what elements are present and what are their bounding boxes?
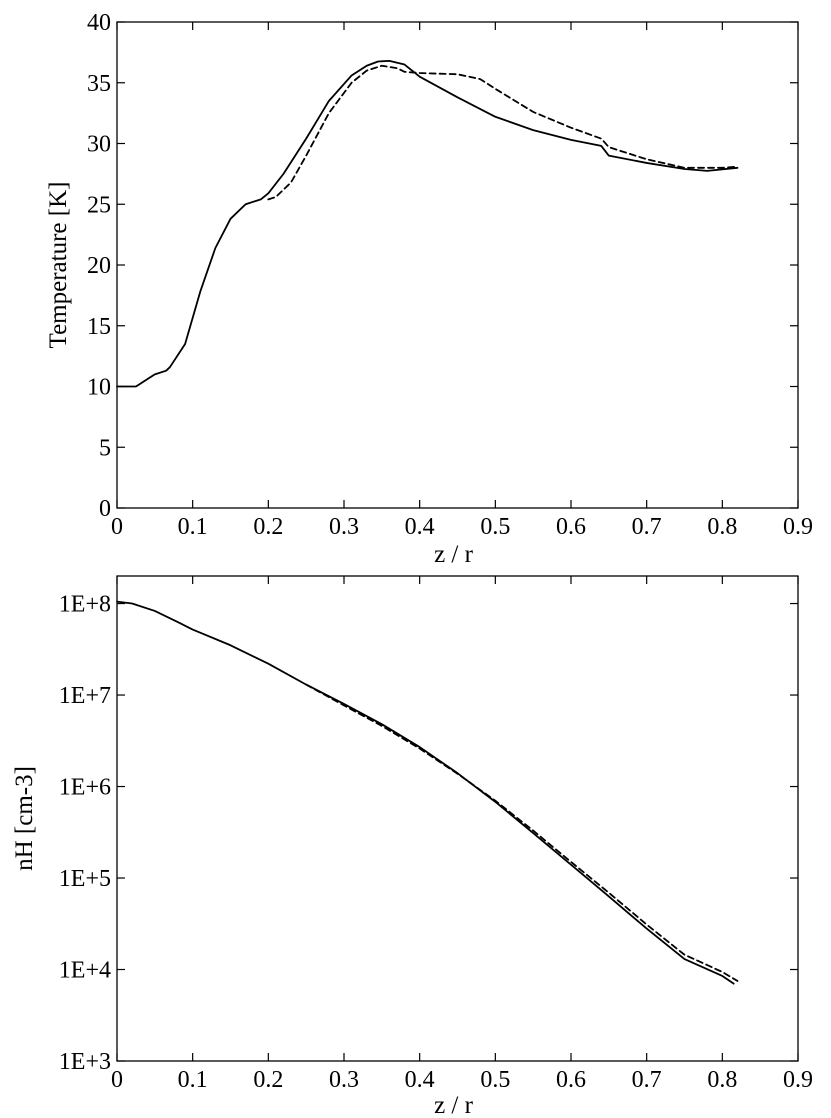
chart-0-x-tick-label: 0.1 [178,514,208,540]
chart-0-x-tick-label: 0.7 [632,514,662,540]
chart-1-x-tick-label: 0.9 [783,1067,813,1093]
chart-1-y-tick-label: 1E+3 [59,1049,111,1075]
chart-0-x-axis-label: z / r [434,541,474,568]
chart-1-x-tick-label: 0.4 [405,1067,435,1093]
chart-1-x-tick-label: 0.2 [253,1067,283,1093]
chart-0-y-tick-label: 15 [87,314,111,340]
chart-0-x-tick-label: 0.3 [329,514,359,540]
chart-0-y-tick-label: 25 [87,192,111,218]
chart-1-y-tick-label: 1E+6 [59,775,111,801]
chart-0-axes-frame [117,22,798,508]
chart-0-y-tick-label: 0 [99,496,111,522]
chart-1-x-tick-label: 0.6 [556,1067,586,1093]
chart-1-y-tick-label: 1E+7 [59,683,111,709]
chart-0-x-tick-label: 0.8 [707,514,737,540]
chart-1-y-tick-label: 1E+4 [59,958,111,984]
chart-0-series-solid-line [117,61,737,387]
chart-0-y-tick-label: 30 [87,132,111,158]
chart-1-y-tick-label: 1E+8 [59,592,111,618]
chart-1-x-axis-label: z / r [434,1092,474,1118]
chart-0-y-tick-label: 10 [87,375,111,401]
chart-0-x-tick-label: 0 [111,514,123,540]
chart-0-y-tick-label: 40 [87,10,111,36]
chart-0-y-tick-label: 35 [87,71,111,97]
chart-1-series-solid-line [117,602,734,984]
chart-0-series-dashed-line [268,66,737,200]
chart-1-axes-frame [117,576,798,1061]
density-panel: 0 0.1 0.2 0.3 0.4 0.5 0.6 0.7 0.8 0.9 1E+3 1E+4 1E+5… [11,576,813,1118]
chart-1-x-tick-label: 0.8 [707,1067,737,1093]
chart-0-x-tick-label: 0.5 [480,514,510,540]
chart-1-x-tick-label: 0.3 [329,1067,359,1093]
chart-1-x-tick-label: 0 [111,1067,123,1093]
chart-0-y-tick-label: 5 [99,435,111,461]
chart-0-x-tick-label: 0.9 [783,514,813,540]
chart-1-series-dashed-line [306,685,737,981]
chart-0-y-axis-label: Temperature [K] [45,182,72,349]
chart-0-x-tick-label: 0.4 [405,514,435,540]
chart-1-y-tick-label: 1E+5 [59,866,111,892]
temperature-panel: 0 0.1 0.2 0.3 0.4 0.5 0.6 0.7 0.8 0.9 0 5 10 15 20 25 30… [45,10,813,568]
chart-0-x-tick-label: 0.6 [556,514,586,540]
chart-0-x-tick-label: 0.2 [253,514,283,540]
chart-1-y-axis-label: nH [cm-3] [11,766,38,871]
chart-1-x-tick-label: 0.1 [178,1067,208,1093]
chart-1-x-tick-label: 0.7 [632,1067,662,1093]
chart-0-y-tick-label: 20 [87,253,111,279]
chart-1-x-tick-label: 0.5 [480,1067,510,1093]
